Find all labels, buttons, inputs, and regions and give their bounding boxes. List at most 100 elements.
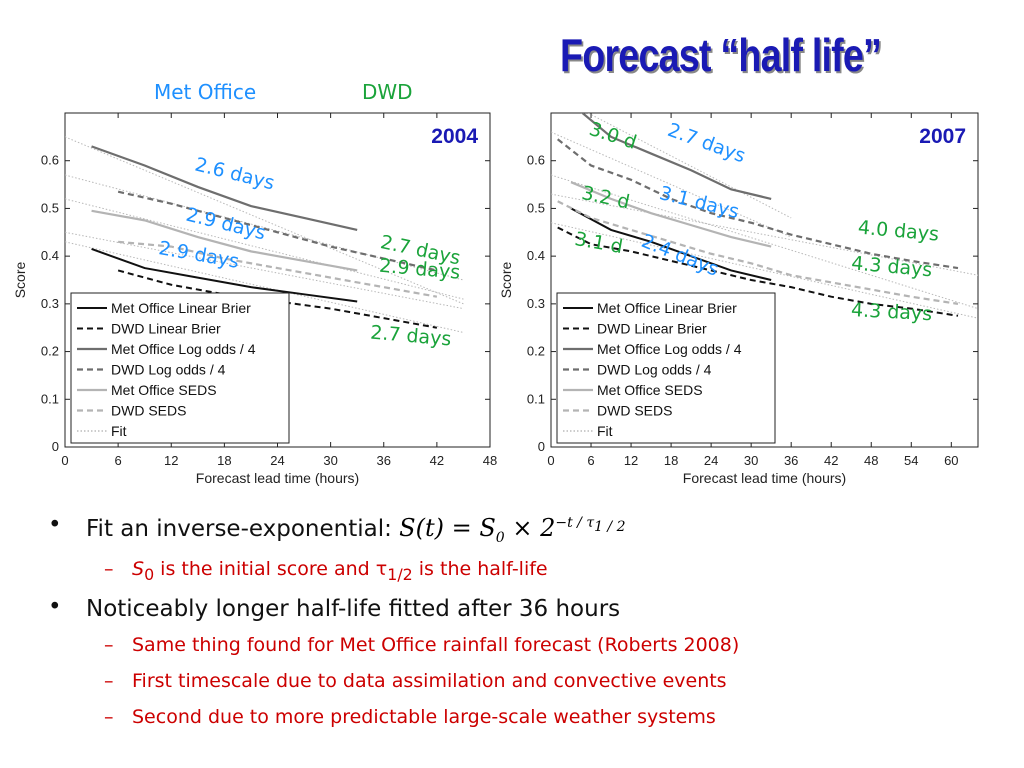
chart-2-title: 2007 xyxy=(919,125,966,148)
chart-1-y-tick-label: 0.2 xyxy=(41,344,59,359)
chart-2-series-4-line xyxy=(556,138,959,270)
chart-2-x-axis-label: Forecast lead time (hours) xyxy=(683,470,846,486)
chart-1-y-tick-label: 0.1 xyxy=(41,391,59,406)
chart-2-legend-label: Met Office SEDS xyxy=(597,382,703,398)
chart-2-annotation: 4.3 days xyxy=(851,299,933,325)
sub1-s-sub: 0 xyxy=(144,564,155,584)
bullet-2: Noticeably longer half-life fitted after… xyxy=(86,596,621,622)
chart-2-legend-label: DWD Log odds / 4 xyxy=(597,362,712,378)
chart-2-legend-label: Fit xyxy=(597,423,613,439)
chart-1-x-tick-label: 42 xyxy=(430,453,444,468)
chart-2-series-3-line xyxy=(580,113,772,200)
chart-2-fit-line xyxy=(551,174,978,310)
chart-1-x-tick-label: 0 xyxy=(61,453,68,468)
chart-1-y-tick-label: 0.4 xyxy=(41,248,59,263)
chart-1-fit-line xyxy=(65,174,464,281)
chart-1-y-tick-label: 0.3 xyxy=(41,296,59,311)
chart-2-legend-label: DWD Linear Brier xyxy=(597,321,707,337)
chart-1-series-4-line xyxy=(117,190,438,272)
chart-2-y-axis-label: Score xyxy=(498,262,514,299)
chart-1-x-tick-label: 24 xyxy=(270,453,284,468)
chart-2-fit-line xyxy=(586,113,792,219)
chart-1-x-tick-label: 6 xyxy=(115,453,122,468)
chart-2-x-tick-label: 54 xyxy=(904,453,918,468)
chart-2-x-tick-label: 36 xyxy=(784,453,798,468)
sub-bullet-4: Second due to more predictable large-sca… xyxy=(132,706,716,728)
chart-1-y-tick-label: 0.6 xyxy=(41,153,59,168)
sub-bullet-3: First timescale due to data assimilation… xyxy=(132,670,727,692)
chart-1-x-axis-label: Forecast lead time (hours) xyxy=(196,470,359,486)
chart-1-x-tick-label: 18 xyxy=(217,453,231,468)
formula: S(t) = S0 × 2−t / τ1 / 2 xyxy=(399,514,625,546)
chart-2-x-tick-label: 42 xyxy=(824,453,838,468)
chart-1-fit-line xyxy=(65,231,464,310)
chart-2-legend-label: DWD SEDS xyxy=(597,403,672,419)
chart-1-legend-label: Fit xyxy=(111,423,127,439)
chart-1-legend-label: Met Office Log odds / 4 xyxy=(111,341,256,357)
chart-2-x-tick-label: 12 xyxy=(624,453,638,468)
chart-2-y-tick-label: 0.6 xyxy=(527,153,545,168)
chart-2-x-tick-label: 6 xyxy=(587,453,594,468)
charts-svg: 0 6 12 18 24 30 36 42 48 0 0.1 0.2 0.3 0.4 0.5 0.6 Forec… xyxy=(12,112,979,486)
chart-2-y-tick-label: 0.2 xyxy=(527,344,545,359)
chart-2-series-6-line xyxy=(557,200,959,305)
chart-2-fit-line xyxy=(551,193,978,276)
chart-1-title: 2004 xyxy=(431,125,478,148)
slide-title: Forecast “half life” xyxy=(560,29,882,81)
dash-glyph: – xyxy=(104,670,114,692)
bullet-1-text: Fit an inverse-exponential: xyxy=(86,516,392,542)
chart-1-y-tick-label: 0 xyxy=(52,439,59,454)
bullet-1: Fit an inverse-exponential: S(t) = S0 × … xyxy=(86,514,626,546)
chart-2-y-tick-label: 0.1 xyxy=(527,391,545,406)
chart-1-x-tick-label: 30 xyxy=(323,453,337,468)
chart-1-series-3-line xyxy=(91,145,358,231)
sub-bullet-2: Same thing found for Met Office rainfall… xyxy=(132,634,740,656)
chart-1-series-6-line xyxy=(118,240,438,298)
chart-2-legend-box xyxy=(556,292,776,444)
met-office-label: Met Office xyxy=(154,80,257,104)
chart-2-x-tick-label: 24 xyxy=(704,453,718,468)
chart-1-legend-label: Met Office SEDS xyxy=(111,382,217,398)
chart-1-x-tick-label: 12 xyxy=(164,453,178,468)
chart-1-series-1-line xyxy=(91,248,358,303)
chart-2-fit-line xyxy=(551,222,978,319)
sub1-tau: τ xyxy=(375,558,388,580)
chart-1-x-tick-label: 36 xyxy=(377,453,391,468)
formula-s0-sub: 0 xyxy=(495,529,505,546)
dash-glyph: – xyxy=(104,706,114,728)
chart-1-y-axis-label: Score xyxy=(12,262,28,299)
chart-2-x-tick-label: 60 xyxy=(944,453,958,468)
chart-2-x-tick-label: 48 xyxy=(864,453,878,468)
formula-times: × 2 xyxy=(504,514,556,542)
sub-bullet-1: S0 is the initial score and τ1/2 is the … xyxy=(132,558,548,584)
chart-1-y-tick-label: 0.5 xyxy=(41,200,59,215)
chart-2-y-tick-label: 0 xyxy=(538,439,545,454)
chart-1-legend-box xyxy=(70,292,290,444)
formula-lhs: S(t) = S xyxy=(399,514,496,542)
sub1-end: is the half-life xyxy=(412,558,548,580)
sub1-tau-sub: 1/2 xyxy=(387,564,413,584)
chart-2-x-tick-label: 30 xyxy=(744,453,758,468)
sub1-mid: is the initial score and xyxy=(154,558,376,580)
chart-2-fit-line xyxy=(551,131,792,238)
chart-1-series-5-line xyxy=(91,209,358,272)
chart-2-series-5-line xyxy=(570,181,772,248)
chart-1-legend-label: Met Office Linear Brier xyxy=(111,300,251,316)
formula-exp: −t / τ xyxy=(555,515,595,531)
chart-1-legend-label: DWD Log odds / 4 xyxy=(111,362,226,378)
sub1-s: S xyxy=(132,558,145,580)
chart-1-x-tick-label: 48 xyxy=(483,453,497,468)
chart-2-series-1-line xyxy=(570,207,772,281)
dwd-label: DWD xyxy=(362,80,413,104)
chart-1-fit-line xyxy=(65,241,464,333)
bullet-glyph: • xyxy=(48,594,62,620)
chart-2-x-tick-label: 18 xyxy=(664,453,678,468)
chart-2-legend-label: Met Office Log odds / 4 xyxy=(597,341,742,357)
chart-2-legend-label: Met Office Linear Brier xyxy=(597,300,737,316)
dash-glyph: – xyxy=(104,634,114,656)
chart-2-x-tick-label: 0 xyxy=(547,453,554,468)
chart-2-series-2-line xyxy=(557,226,959,317)
chart-2-y-tick-label: 0.5 xyxy=(527,200,545,215)
bullet-glyph: • xyxy=(48,512,62,538)
chart-2-y-tick-label: 0.4 xyxy=(527,248,545,263)
